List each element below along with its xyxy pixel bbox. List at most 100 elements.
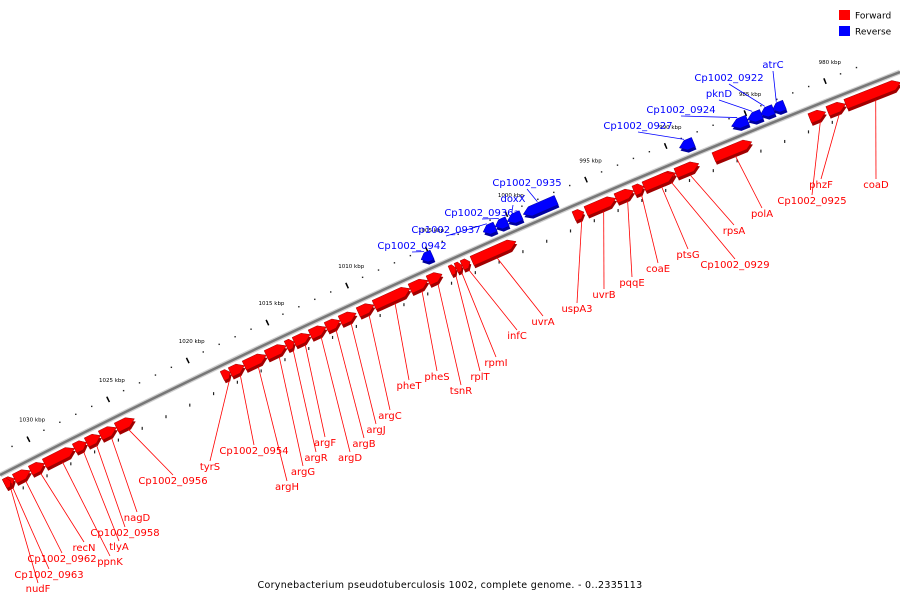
gene-label-Cp1002_0937[interactable]: Cp1002_0937 [411,225,480,236]
gene-pheT[interactable] [371,287,412,381]
gene-Cp1002_0929[interactable] [659,170,736,260]
gene-Cp1002_0962[interactable] [11,469,63,554]
gene-pknD[interactable] [718,99,765,125]
gene-arrow[interactable] [1,477,11,489]
gene-arrow[interactable] [459,258,471,271]
gene-label-Cp1002_0922[interactable]: Cp1002_0922 [694,73,763,84]
gene-Cp1002_0935[interactable] [522,188,560,219]
gene-tsnR[interactable] [425,272,462,386]
gene-arrow[interactable] [241,353,267,371]
gene-argB[interactable] [323,318,365,439]
gene-Cp1002_0922[interactable] [728,83,777,120]
gene-label-Cp1002_0936a[interactable]: Cp1002_0936a [444,208,519,219]
gene-label-rpsA[interactable]: rpsA [723,226,746,237]
gene-arrow[interactable] [97,426,117,441]
gene-label-pqqE[interactable]: pqqE [619,278,644,289]
gene-arrow[interactable] [641,172,675,192]
gene-label-argF[interactable]: argF [314,438,336,449]
gene-argJ[interactable] [337,311,377,425]
gene-arrow[interactable] [453,261,463,273]
gene-Cp1002_0937[interactable] [445,221,499,237]
gene-arrow[interactable] [747,109,764,123]
gene-ppnK[interactable] [41,447,111,557]
gene-label-coaE[interactable]: coaE [646,264,670,275]
gene-label-recN[interactable]: recN [72,543,95,554]
gene-arrow[interactable] [283,338,295,351]
gene-tyrS[interactable] [209,369,232,462]
gene-arrow[interactable] [113,417,135,433]
gene-label-Cp1002_0924[interactable]: Cp1002_0924 [646,105,715,116]
gene-nudF[interactable] [1,477,39,584]
gene-arrow[interactable] [731,114,750,129]
gene-arrow[interactable] [407,278,429,294]
gene-arrow[interactable] [420,249,435,263]
gene-Cp1002_0942[interactable] [411,249,436,265]
gene-label-argB[interactable]: argB [352,439,375,450]
gene-nagD[interactable] [97,426,138,513]
gene-label-rpmI[interactable]: rpmI [484,358,507,369]
gene-label-atrC[interactable]: atrC [762,60,783,71]
gene-label-infC[interactable]: infC [507,331,527,342]
gene-argF[interactable] [291,333,326,438]
gene-uspA3[interactable] [571,209,586,304]
gene-arrow[interactable] [571,209,585,222]
gene-argR[interactable] [283,338,317,453]
gene-arrow[interactable] [323,318,341,332]
gene-arrow[interactable] [522,195,559,217]
gene-coaE[interactable] [631,183,659,264]
gene-label-Cp1002_0929[interactable]: Cp1002_0929 [700,260,769,271]
gene-label-uvrA[interactable]: uvrA [531,317,554,328]
gene-arrow[interactable] [371,287,411,310]
gene-arrow[interactable] [807,109,827,124]
gene-arrow[interactable] [219,369,231,381]
gene-Cp1002_0954[interactable] [227,363,255,446]
gene-label-polA[interactable]: polA [751,209,773,220]
gene-polA[interactable] [711,139,763,209]
gene-coaD[interactable] [843,80,900,180]
gene-arrow[interactable] [760,104,776,118]
gene-arrow[interactable] [711,139,753,163]
gene-label-nudF[interactable]: nudF [26,584,51,595]
gene-Cp1002_0924[interactable] [680,114,751,131]
gene-label-argC[interactable]: argC [378,411,401,422]
gene-label-Cp1002_0954[interactable]: Cp1002_0954 [219,446,288,457]
gene-rplT[interactable] [447,264,481,372]
gene-label-argJ[interactable]: argJ [366,425,385,436]
gene-rpsA[interactable] [673,161,735,226]
gene-label-ppnK[interactable]: ppnK [97,557,123,568]
gene-label-Cp1002_0935[interactable]: Cp1002_0935 [492,178,561,189]
gene-label-tsnR[interactable]: tsnR [450,386,472,397]
gene-label-pheT[interactable]: pheT [397,381,423,392]
gene-label-pknD[interactable]: pknD [706,89,732,100]
gene-arrow[interactable] [447,264,457,276]
gene-label-rplT[interactable]: rplT [470,372,490,383]
gene-phzF[interactable] [820,101,847,180]
gene-Cp1002_0927[interactable] [637,131,697,153]
gene-Cp1002_0925[interactable] [807,109,827,196]
gene-tlyA[interactable] [71,440,120,542]
gene-Cp1002_0936a[interactable] [481,216,511,232]
gene-arrow[interactable] [583,196,617,217]
gene-Cp1002_0956[interactable] [113,417,174,476]
gene-arrow[interactable] [71,440,87,454]
gene-arrow[interactable] [843,80,900,110]
gene-arrow[interactable] [506,210,524,224]
gene-ptsG[interactable] [641,172,689,250]
gene-label-coaD[interactable]: coaD [863,180,889,191]
gene-label-uvrB[interactable]: uvrB [592,290,615,301]
gene-argH[interactable] [241,353,288,482]
gene-uvrA[interactable] [469,239,544,317]
gene-uvrB[interactable] [583,196,618,290]
gene-arrow[interactable] [291,333,311,347]
gene-arrow[interactable] [825,101,847,117]
gene-arrow[interactable] [307,325,327,340]
gene-arrow[interactable] [482,221,498,235]
gene-argG[interactable] [263,344,304,467]
gene-recN[interactable] [27,462,85,543]
gene-arrow[interactable] [337,311,357,326]
gene-arrow[interactable] [772,99,787,113]
gene-label-Cp1002_0962[interactable]: Cp1002_0962 [27,554,96,565]
gene-pqqE[interactable] [613,188,636,278]
gene-label-Cp1002_0925[interactable]: Cp1002_0925 [777,196,846,207]
gene-arrow[interactable] [679,137,696,151]
